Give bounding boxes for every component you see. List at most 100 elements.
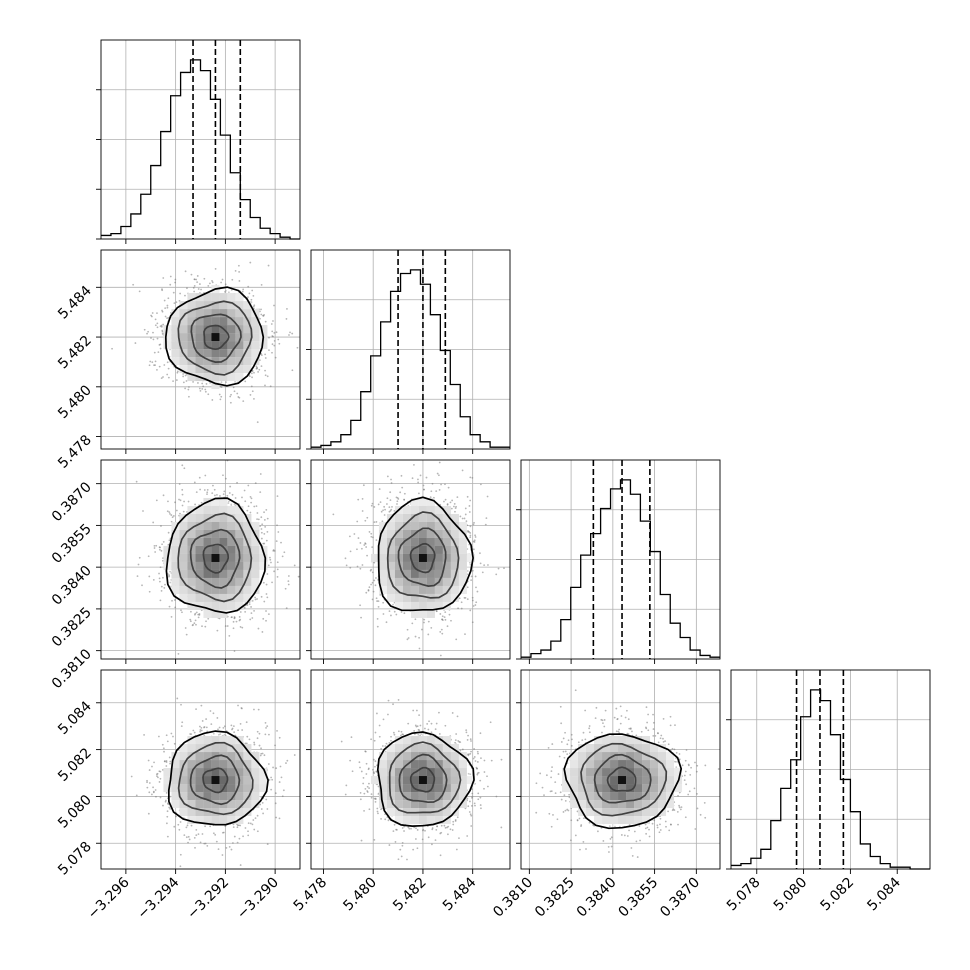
sample-point bbox=[659, 823, 661, 826]
sample-point bbox=[664, 740, 667, 743]
density-cell bbox=[243, 585, 252, 594]
density-cell bbox=[418, 593, 427, 602]
density-cell bbox=[227, 561, 236, 570]
sample-point bbox=[233, 650, 236, 652]
sample-point bbox=[248, 603, 251, 606]
sample-point bbox=[656, 826, 659, 829]
density-cell bbox=[203, 349, 212, 358]
histogram-bar bbox=[581, 555, 591, 659]
density-cell bbox=[442, 585, 451, 594]
density-cell bbox=[434, 561, 443, 570]
sample-point bbox=[370, 583, 372, 586]
density-cell bbox=[394, 593, 403, 602]
sample-point bbox=[610, 845, 613, 848]
sample-point bbox=[456, 816, 459, 819]
contour-line bbox=[177, 512, 253, 603]
sample-point bbox=[669, 724, 672, 727]
density-cell bbox=[243, 309, 252, 318]
sample-point bbox=[414, 635, 417, 638]
sample-point bbox=[250, 298, 253, 301]
density-cell bbox=[187, 365, 196, 374]
sample-point bbox=[473, 521, 475, 524]
sample-point bbox=[359, 791, 362, 794]
sample-point bbox=[195, 834, 198, 837]
density-cell bbox=[235, 800, 244, 809]
density-cell bbox=[642, 800, 651, 809]
sample-point bbox=[156, 775, 158, 778]
density-peak bbox=[211, 776, 220, 785]
sample-point bbox=[154, 551, 157, 553]
density-cell bbox=[410, 505, 419, 514]
sample-point bbox=[193, 622, 196, 625]
sample-point bbox=[197, 613, 200, 616]
density-cell bbox=[434, 521, 443, 530]
x-tick-label: 5.082 bbox=[818, 875, 858, 915]
sample-point bbox=[287, 575, 290, 577]
density-cell bbox=[219, 768, 228, 777]
sample-point bbox=[166, 835, 169, 838]
x-tick-label: −3.292 bbox=[184, 875, 232, 923]
sample-point bbox=[170, 732, 173, 735]
sample-point bbox=[570, 819, 573, 822]
sample-point bbox=[169, 760, 172, 763]
sample-point bbox=[618, 728, 621, 731]
sample-point bbox=[265, 798, 268, 801]
sample-point bbox=[257, 518, 260, 521]
sample-point bbox=[603, 725, 606, 728]
sample-point bbox=[647, 729, 650, 732]
density-cell bbox=[578, 768, 587, 777]
sample-point bbox=[370, 504, 373, 507]
density-cell bbox=[402, 545, 411, 554]
sample-point bbox=[476, 761, 479, 763]
sample-point bbox=[270, 788, 273, 791]
sample-point bbox=[251, 289, 254, 292]
sample-point bbox=[181, 611, 183, 614]
sample-point bbox=[380, 510, 383, 513]
sample-point bbox=[471, 596, 474, 599]
density-cell bbox=[418, 816, 427, 825]
sample-point bbox=[265, 593, 268, 595]
density-cell bbox=[434, 537, 443, 546]
density-cell bbox=[602, 816, 611, 825]
density-cell bbox=[227, 293, 236, 302]
sample-point bbox=[480, 807, 482, 810]
sample-point bbox=[418, 636, 420, 639]
density-cell bbox=[450, 784, 459, 793]
sample-point bbox=[249, 618, 252, 621]
density-cell bbox=[227, 373, 236, 382]
histogram-bar bbox=[260, 228, 270, 239]
density-cell bbox=[251, 553, 260, 562]
sample-point bbox=[463, 517, 466, 520]
density-cell bbox=[394, 792, 403, 801]
density-cell bbox=[235, 333, 244, 342]
sample-point bbox=[483, 759, 486, 762]
histogram-bar bbox=[690, 650, 700, 659]
density-cell bbox=[235, 293, 244, 302]
sample-point bbox=[157, 351, 160, 354]
sample-point bbox=[160, 377, 163, 380]
sample-point bbox=[659, 829, 662, 831]
histogram-bar bbox=[561, 620, 571, 659]
density-cell bbox=[211, 373, 220, 382]
sample-point bbox=[349, 759, 352, 762]
sample-point bbox=[450, 619, 452, 622]
sample-point bbox=[169, 762, 171, 765]
sample-point bbox=[471, 795, 474, 798]
density-cell bbox=[466, 553, 475, 562]
sample-point bbox=[665, 825, 667, 828]
sample-point bbox=[155, 499, 158, 502]
density-cell bbox=[394, 513, 403, 522]
density-cell bbox=[634, 736, 643, 745]
histogram-bar bbox=[751, 858, 761, 869]
sample-point bbox=[212, 712, 215, 715]
sample-point bbox=[424, 829, 426, 832]
sample-point bbox=[285, 318, 288, 320]
sample-point bbox=[469, 499, 472, 502]
density-cell bbox=[219, 497, 228, 506]
density-cell bbox=[187, 792, 196, 801]
density-cell bbox=[458, 768, 467, 777]
sample-point bbox=[631, 730, 633, 733]
sample-point bbox=[259, 310, 261, 313]
sample-point bbox=[211, 399, 214, 401]
density-cell bbox=[586, 808, 595, 817]
